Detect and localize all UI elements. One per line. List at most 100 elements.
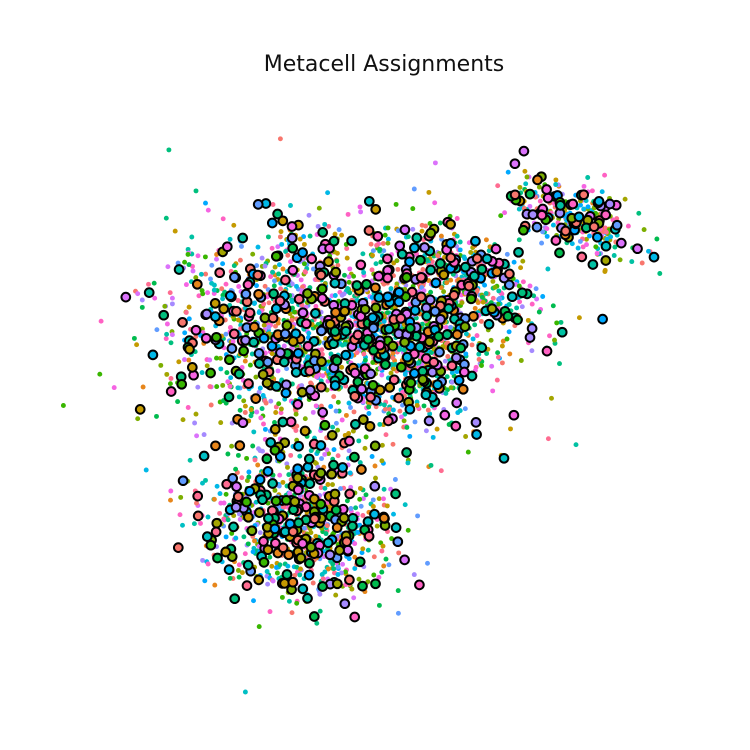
metacell-point	[227, 473, 239, 484]
metacell-point	[281, 320, 293, 331]
metacell-point	[269, 444, 281, 456]
cell-point	[236, 562, 242, 568]
metacell-point	[341, 536, 353, 547]
cell-point	[275, 320, 281, 326]
cell-point	[220, 216, 226, 222]
cell-point	[523, 181, 529, 187]
cell-point	[235, 568, 241, 573]
cell-point	[373, 261, 379, 267]
cell-point	[584, 236, 589, 242]
cell-point	[288, 203, 293, 208]
cell-point	[585, 175, 591, 180]
cell-point	[396, 347, 402, 353]
cell-point	[242, 403, 248, 409]
cell-point	[261, 421, 266, 427]
metacell-point	[192, 510, 204, 522]
metacell-point	[297, 247, 308, 258]
cell-point	[478, 318, 484, 324]
cell-point	[208, 276, 213, 282]
cell-point	[237, 257, 243, 263]
metacell-point	[414, 579, 425, 591]
metacell-point	[513, 246, 524, 258]
metacell-point	[424, 336, 435, 348]
cell-point	[625, 223, 631, 229]
cell-point	[457, 239, 463, 245]
cell-point	[385, 225, 391, 231]
cell-point	[236, 284, 242, 289]
cell-point	[376, 496, 382, 502]
cell-point	[434, 426, 440, 432]
cell-point	[360, 251, 366, 257]
cell-point	[454, 216, 460, 221]
cell-point	[425, 560, 430, 566]
metacell-point	[176, 378, 188, 390]
cell-point	[227, 325, 233, 330]
metacell-point	[615, 237, 627, 249]
cell-point	[313, 303, 319, 309]
cell-point	[319, 347, 325, 353]
cell-point	[392, 477, 398, 482]
metacell-point	[269, 423, 281, 435]
cell-point	[346, 279, 352, 285]
cell-point	[254, 409, 260, 415]
cell-point	[358, 209, 364, 215]
cell-point	[381, 486, 387, 492]
cell-point	[180, 522, 185, 528]
cell-point	[325, 566, 331, 572]
cell-point	[190, 268, 196, 274]
cell-point	[370, 497, 376, 503]
metacell-point	[214, 267, 226, 279]
cell-point	[266, 324, 272, 330]
cell-point	[386, 562, 392, 568]
cell-point	[260, 393, 266, 398]
cell-point	[462, 256, 468, 262]
cell-point	[363, 434, 369, 440]
cell-point	[330, 561, 336, 567]
cell-point	[187, 457, 193, 463]
cell-point	[435, 253, 441, 259]
cell-point	[495, 354, 501, 360]
cell-point	[356, 438, 362, 444]
cell-point	[391, 511, 396, 517]
cell-point	[214, 384, 220, 390]
cell-point	[395, 228, 401, 234]
cell-point	[379, 372, 385, 378]
cell-point	[504, 336, 510, 342]
cell-point	[241, 398, 247, 404]
cell-point	[490, 278, 496, 284]
metacell-point	[286, 232, 298, 244]
metacell-point	[441, 329, 453, 340]
cell-point	[294, 283, 299, 289]
metacell-point	[200, 332, 212, 344]
cell-point	[351, 595, 357, 601]
cell-point	[454, 233, 460, 239]
cell-point	[395, 266, 401, 272]
metacell-point	[257, 369, 269, 380]
cell-point	[301, 241, 307, 247]
metacell-point	[357, 414, 369, 425]
cell-point	[297, 453, 303, 459]
cell-point	[294, 423, 300, 429]
cell-point	[286, 472, 292, 478]
metacell-point	[230, 501, 242, 513]
metacell-point	[330, 307, 341, 318]
metacell-point	[542, 192, 554, 204]
metacell-point	[445, 252, 457, 264]
cell-point	[499, 360, 505, 366]
metacell-point	[329, 380, 341, 391]
metacell-point	[308, 611, 320, 622]
cell-point	[199, 370, 205, 376]
cell-point	[502, 210, 508, 216]
cell-point	[158, 362, 164, 368]
cell-point	[189, 234, 195, 240]
metacell-point	[292, 463, 304, 475]
cell-point	[353, 505, 359, 511]
cell-point	[576, 315, 582, 321]
metacell-point	[434, 346, 445, 358]
metacell-point	[304, 557, 315, 569]
metacell-point	[165, 386, 177, 397]
cell-point	[495, 350, 501, 356]
metacell-point	[344, 574, 355, 586]
cell-point	[423, 428, 429, 434]
